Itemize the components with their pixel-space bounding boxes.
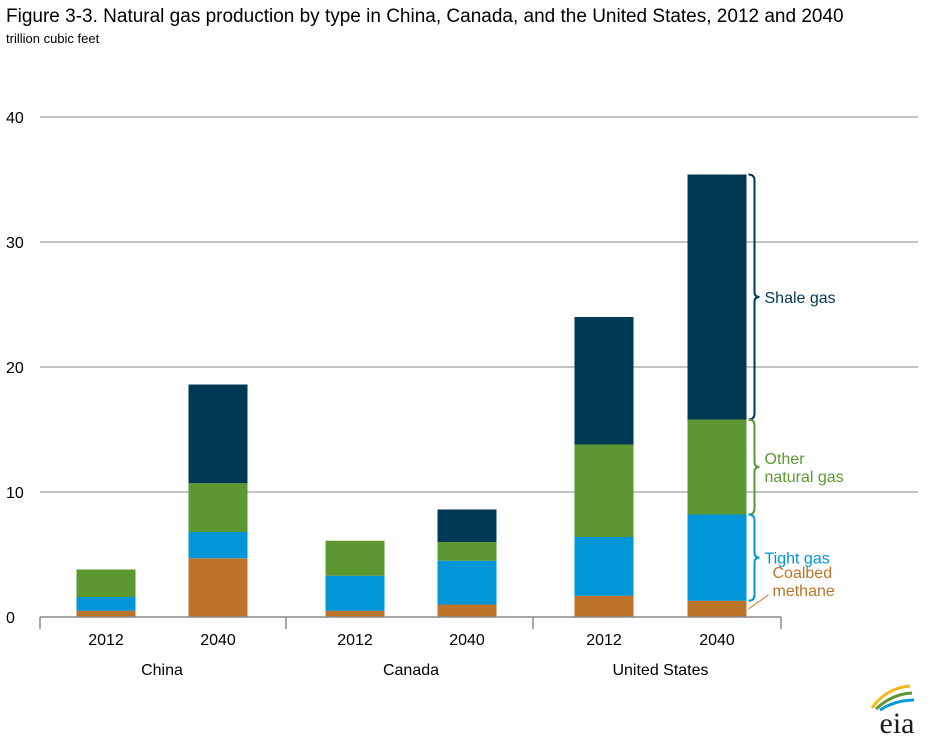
bar-segment <box>76 597 136 611</box>
annotation-brace <box>748 173 760 421</box>
annotation-leader <box>748 594 769 610</box>
bar-segment <box>325 610 385 617</box>
bar-segment <box>437 560 497 605</box>
gridlines <box>40 116 918 493</box>
y-tick-label: 40 <box>6 110 24 127</box>
eia-logo-text: eia <box>880 707 915 739</box>
eia-logo-mark <box>870 684 915 712</box>
bar-segment <box>574 537 634 596</box>
annotation-label: natural gas <box>765 469 844 486</box>
x-group-labels: China Canada United States <box>141 662 708 679</box>
x-tick-label: 2012 <box>88 632 124 649</box>
annotation-label: Coalbed <box>773 565 833 582</box>
y-tick-label: 0 <box>6 610 15 627</box>
x-tick-label: 2040 <box>449 632 485 649</box>
x-category-labels: 2012 2040 2012 2040 2012 2040 <box>88 632 735 649</box>
y-tick-labels: 0 10 20 30 40 <box>6 110 24 627</box>
bar-segment <box>574 595 634 617</box>
annotation-label: methane <box>773 583 835 600</box>
x-axis <box>39 616 782 629</box>
bar-segment <box>325 540 385 576</box>
eia-logo: eia <box>870 684 915 739</box>
x-tick-label: 2040 <box>699 632 735 649</box>
annotation-brace <box>748 513 760 602</box>
y-tick-label: 30 <box>6 235 24 252</box>
bar-segment <box>437 509 497 542</box>
bar-segment <box>437 604 497 617</box>
bars <box>76 174 747 617</box>
bar-segment <box>188 483 248 532</box>
bar-segment <box>574 317 634 445</box>
bar-segment <box>188 532 248 559</box>
y-tick-label: 10 <box>6 485 24 502</box>
annotation-label: Tight gas <box>765 551 830 568</box>
x-tick-label: 2012 <box>586 632 622 649</box>
annotation-label: Other <box>765 451 806 468</box>
y-tick-label: 20 <box>6 360 24 377</box>
annotation-brace <box>748 418 760 516</box>
bar-segment <box>188 558 248 617</box>
annotation-label: Shale gas <box>765 290 836 307</box>
chart-title: Figure 3-3. Natural gas production by ty… <box>6 6 844 27</box>
x-group-label: United States <box>612 662 708 679</box>
chart-subtitle: trillion cubic feet <box>6 31 100 46</box>
x-group-label: Canada <box>383 662 439 679</box>
bar-segment <box>325 575 385 611</box>
bar-segment <box>76 569 136 597</box>
bar-segment <box>76 610 136 617</box>
bar-segment <box>437 542 497 561</box>
bar-segment <box>687 174 747 420</box>
x-tick-label: 2012 <box>337 632 373 649</box>
bar-segment <box>687 419 747 515</box>
bar-segment <box>188 384 248 484</box>
bar-segment <box>687 514 747 601</box>
bar-segment <box>687 600 747 617</box>
x-tick-label: 2040 <box>200 632 236 649</box>
bar-segment <box>574 444 634 537</box>
x-group-label: China <box>141 662 183 679</box>
